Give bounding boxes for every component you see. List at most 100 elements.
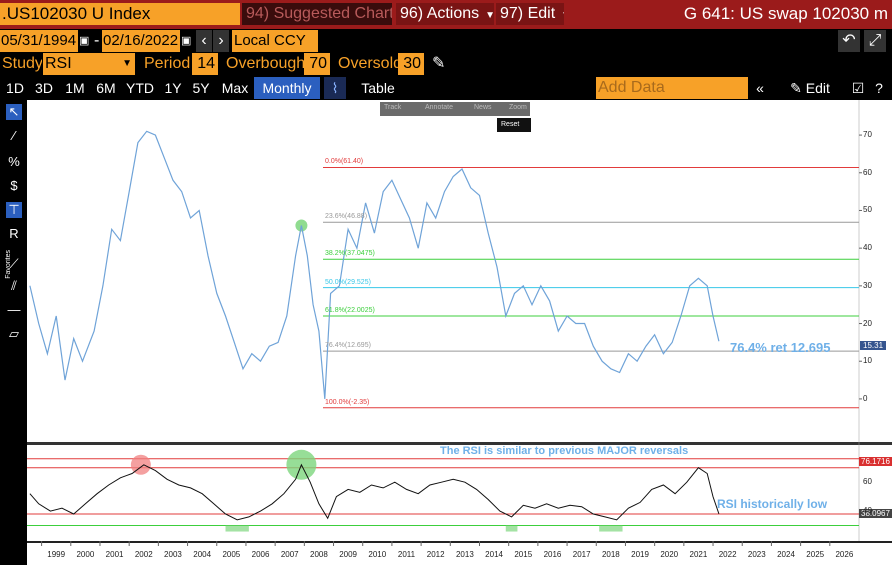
- tf-ytd[interactable]: YTD: [126, 80, 154, 96]
- study-select[interactable]: RSI ▼: [43, 53, 135, 75]
- x-tick-label: 2009: [339, 550, 357, 559]
- undo-icon[interactable]: ↶: [838, 30, 860, 52]
- actions-menu[interactable]: 96) Actions ▼: [396, 3, 494, 25]
- tf-1d[interactable]: 1D: [6, 80, 24, 96]
- draw-line-icon[interactable]: ∕: [12, 128, 16, 143]
- expand-icon[interactable]: ⤢: [864, 30, 886, 52]
- tf-3d[interactable]: 3D: [35, 80, 53, 96]
- x-tick-label: 2013: [455, 550, 474, 559]
- chevron-down-icon: ▼: [561, 10, 564, 21]
- study-bar: Study RSI ▼ Period 14 Overbought 70 Overs…: [0, 53, 892, 76]
- overbought-input[interactable]: 70: [304, 53, 330, 75]
- retracement-annotation: 76.4% ret 12.695: [730, 340, 831, 355]
- next-arrow-icon[interactable]: ›: [213, 30, 229, 52]
- chart-area[interactable]: Track Annotate News Zoom Reset 0.0%(61.4…: [27, 100, 892, 565]
- edit-menu[interactable]: 97) Edit ▼: [496, 3, 564, 25]
- x-tick-label: 2012: [426, 550, 445, 559]
- x-tick-label: 2024: [777, 550, 795, 559]
- x-tick-label: 2010: [368, 550, 387, 559]
- mini-annotate[interactable]: Annotate: [425, 104, 454, 111]
- x-tick-label: 2025: [806, 550, 825, 559]
- rsi-reversal-annotation: The RSI is similar to previous MAJOR rev…: [440, 445, 689, 457]
- x-tick-label: 2018: [601, 550, 620, 559]
- trend-line-icon[interactable]: ⟋: [9, 256, 19, 271]
- pencil-icon: ✎: [790, 80, 802, 96]
- prev-arrow-icon[interactable]: ‹: [196, 30, 212, 52]
- channel-icon[interactable]: ⫽: [11, 278, 17, 293]
- rsi-y-tick: 60: [863, 477, 872, 487]
- x-tick-label: 2017: [572, 550, 591, 559]
- help-icon[interactable]: ?: [875, 80, 883, 96]
- mini-zoom[interactable]: Zoom: [509, 104, 527, 111]
- ticker-field[interactable]: .US102030 U Index: [0, 3, 240, 25]
- x-tick-label: 2000: [76, 550, 95, 559]
- fib-label: 76.4%(12.695): [325, 342, 371, 350]
- tf-5y[interactable]: 5Y: [192, 80, 210, 96]
- rsi-y-tick: 40: [863, 506, 872, 516]
- line-chart-icon[interactable]: ⌇: [324, 77, 346, 99]
- x-tick-label: 2019: [631, 550, 649, 559]
- calendar-icon[interactable]: ▣: [79, 35, 90, 47]
- percent-tool-icon[interactable]: %: [8, 154, 20, 169]
- frequency-label: Monthly: [262, 80, 312, 96]
- actions-label: 96) Actions: [400, 5, 480, 22]
- calendar-icon[interactable]: ▣: [181, 35, 192, 47]
- oversold-label: Oversold: [338, 55, 398, 72]
- tf-max[interactable]: Max: [221, 80, 249, 96]
- fibonacci-icon[interactable]: ⊤: [6, 202, 22, 218]
- pointer-icon[interactable]: ↖: [6, 104, 22, 120]
- rsi-series-line: [29, 463, 720, 521]
- rsi-low-annotation: RSI historically low: [717, 497, 828, 511]
- price-y-tick: 60: [863, 167, 872, 177]
- overbought-label: Overbought: [226, 55, 304, 72]
- x-tick-label: 2015: [514, 550, 533, 559]
- settings-icon[interactable]: ☑: [851, 80, 865, 96]
- price-y-tick: 50: [863, 205, 872, 215]
- timeframe-bar: 1D 3D 1M 6M YTD 1Y 5Y Max Monthly ▼ ⌇ Ta…: [0, 77, 892, 118]
- x-tick-label: 2003: [164, 550, 182, 559]
- study-label: Study: [2, 55, 42, 72]
- mini-toolbar: [380, 102, 530, 116]
- start-date-input[interactable]: 05/31/1994: [0, 30, 78, 52]
- tf-1y[interactable]: 1Y: [164, 80, 182, 96]
- tf-1m[interactable]: 1M: [65, 80, 85, 96]
- chevron-down-icon: ▼: [122, 58, 132, 69]
- edit-chart-button[interactable]: ✎ Edit Chart: [772, 77, 848, 118]
- suggested-charts-button[interactable]: 94) Suggested Charts: [242, 3, 392, 25]
- currency-select[interactable]: Local CCY▼: [232, 30, 318, 52]
- x-tick-label: 2021: [689, 550, 708, 559]
- rsi-reversal-marker-2002: [130, 454, 151, 475]
- price-y-tick: 10: [863, 356, 872, 366]
- dollar-tool-icon[interactable]: $: [10, 178, 18, 193]
- frequency-select[interactable]: Monthly ▼: [254, 77, 320, 118]
- retracement-icon[interactable]: R: [9, 226, 19, 241]
- end-date-input[interactable]: 02/16/2022: [102, 30, 180, 52]
- collapse-icon[interactable]: «: [756, 80, 764, 96]
- price-y-tick: 20: [863, 318, 872, 328]
- x-tick-label: 2004: [193, 550, 212, 559]
- horizontal-line-icon[interactable]: —: [7, 302, 21, 317]
- reset-button[interactable]: Reset: [497, 118, 531, 132]
- price-y-tick: 70: [863, 130, 872, 140]
- rectangle-icon[interactable]: ▱: [9, 326, 19, 341]
- title-bar: .US102030 U Index 94) Suggested Charts 9…: [0, 0, 892, 29]
- date-dash: -: [94, 32, 100, 49]
- mini-news[interactable]: News: [474, 104, 492, 111]
- rsi-oversold-fill: [599, 525, 623, 532]
- table-button[interactable]: Table: [361, 80, 395, 96]
- x-tick-label: 2006: [251, 550, 270, 559]
- oversold-input[interactable]: 30: [398, 53, 424, 75]
- edit-label: 97) Edit: [500, 5, 556, 22]
- page-title: G 641: US swap 102030 m: [683, 4, 888, 23]
- mini-track[interactable]: Track: [384, 104, 402, 111]
- add-data-input[interactable]: Add Data: [596, 77, 748, 99]
- tf-6m[interactable]: 6M: [96, 80, 116, 96]
- price-y-tick: 40: [863, 243, 872, 253]
- price-y-tick: 30: [863, 280, 872, 290]
- x-tick-label: 2008: [310, 550, 328, 559]
- x-tick-label: 2011: [397, 550, 416, 559]
- chart-canvas[interactable]: [27, 100, 892, 565]
- drawing-toolbar: ↖ ∕ % $ ⊤ R Favorites ⟋ ⫽ — ▱: [0, 100, 27, 565]
- pencil-icon[interactable]: ✎: [432, 55, 446, 72]
- period-input[interactable]: 14: [192, 53, 218, 75]
